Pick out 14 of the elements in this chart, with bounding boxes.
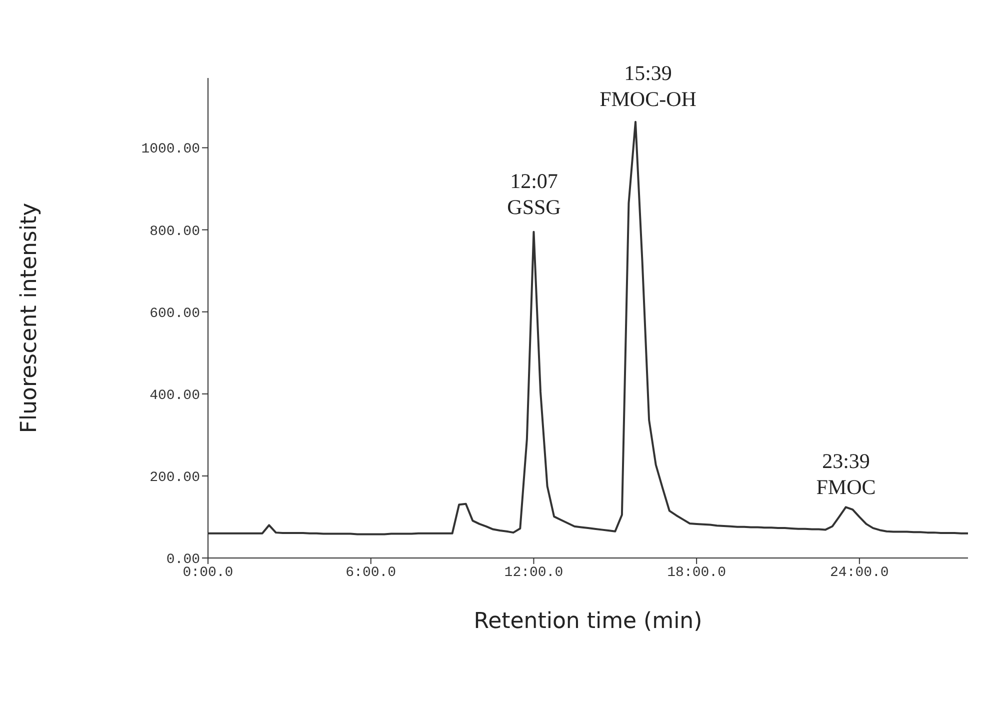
- y-axis-title: Fluorescent intensity: [16, 202, 42, 434]
- x-axis-title: Retention time (min): [474, 609, 702, 634]
- annotation: 12:07 GSSG: [507, 168, 561, 220]
- x-tick-label: 24:00.0: [830, 564, 889, 581]
- y-tick-label: 800.00: [150, 224, 200, 240]
- y-tick-label: 400.00: [150, 388, 200, 404]
- x-tick-label: 18:00.0: [667, 564, 726, 581]
- x-tick-label: 6:00.0: [346, 564, 396, 581]
- y-tick-label: 200.00: [150, 470, 200, 486]
- annotation: 15:39 FMOC-OH: [600, 60, 696, 112]
- y-tick-label: 1000.00: [141, 142, 200, 158]
- annotation: 23:39 FMOC: [816, 448, 876, 500]
- y-tick-label: 600.00: [150, 306, 200, 322]
- x-tick-label: 12:00.0: [504, 564, 564, 581]
